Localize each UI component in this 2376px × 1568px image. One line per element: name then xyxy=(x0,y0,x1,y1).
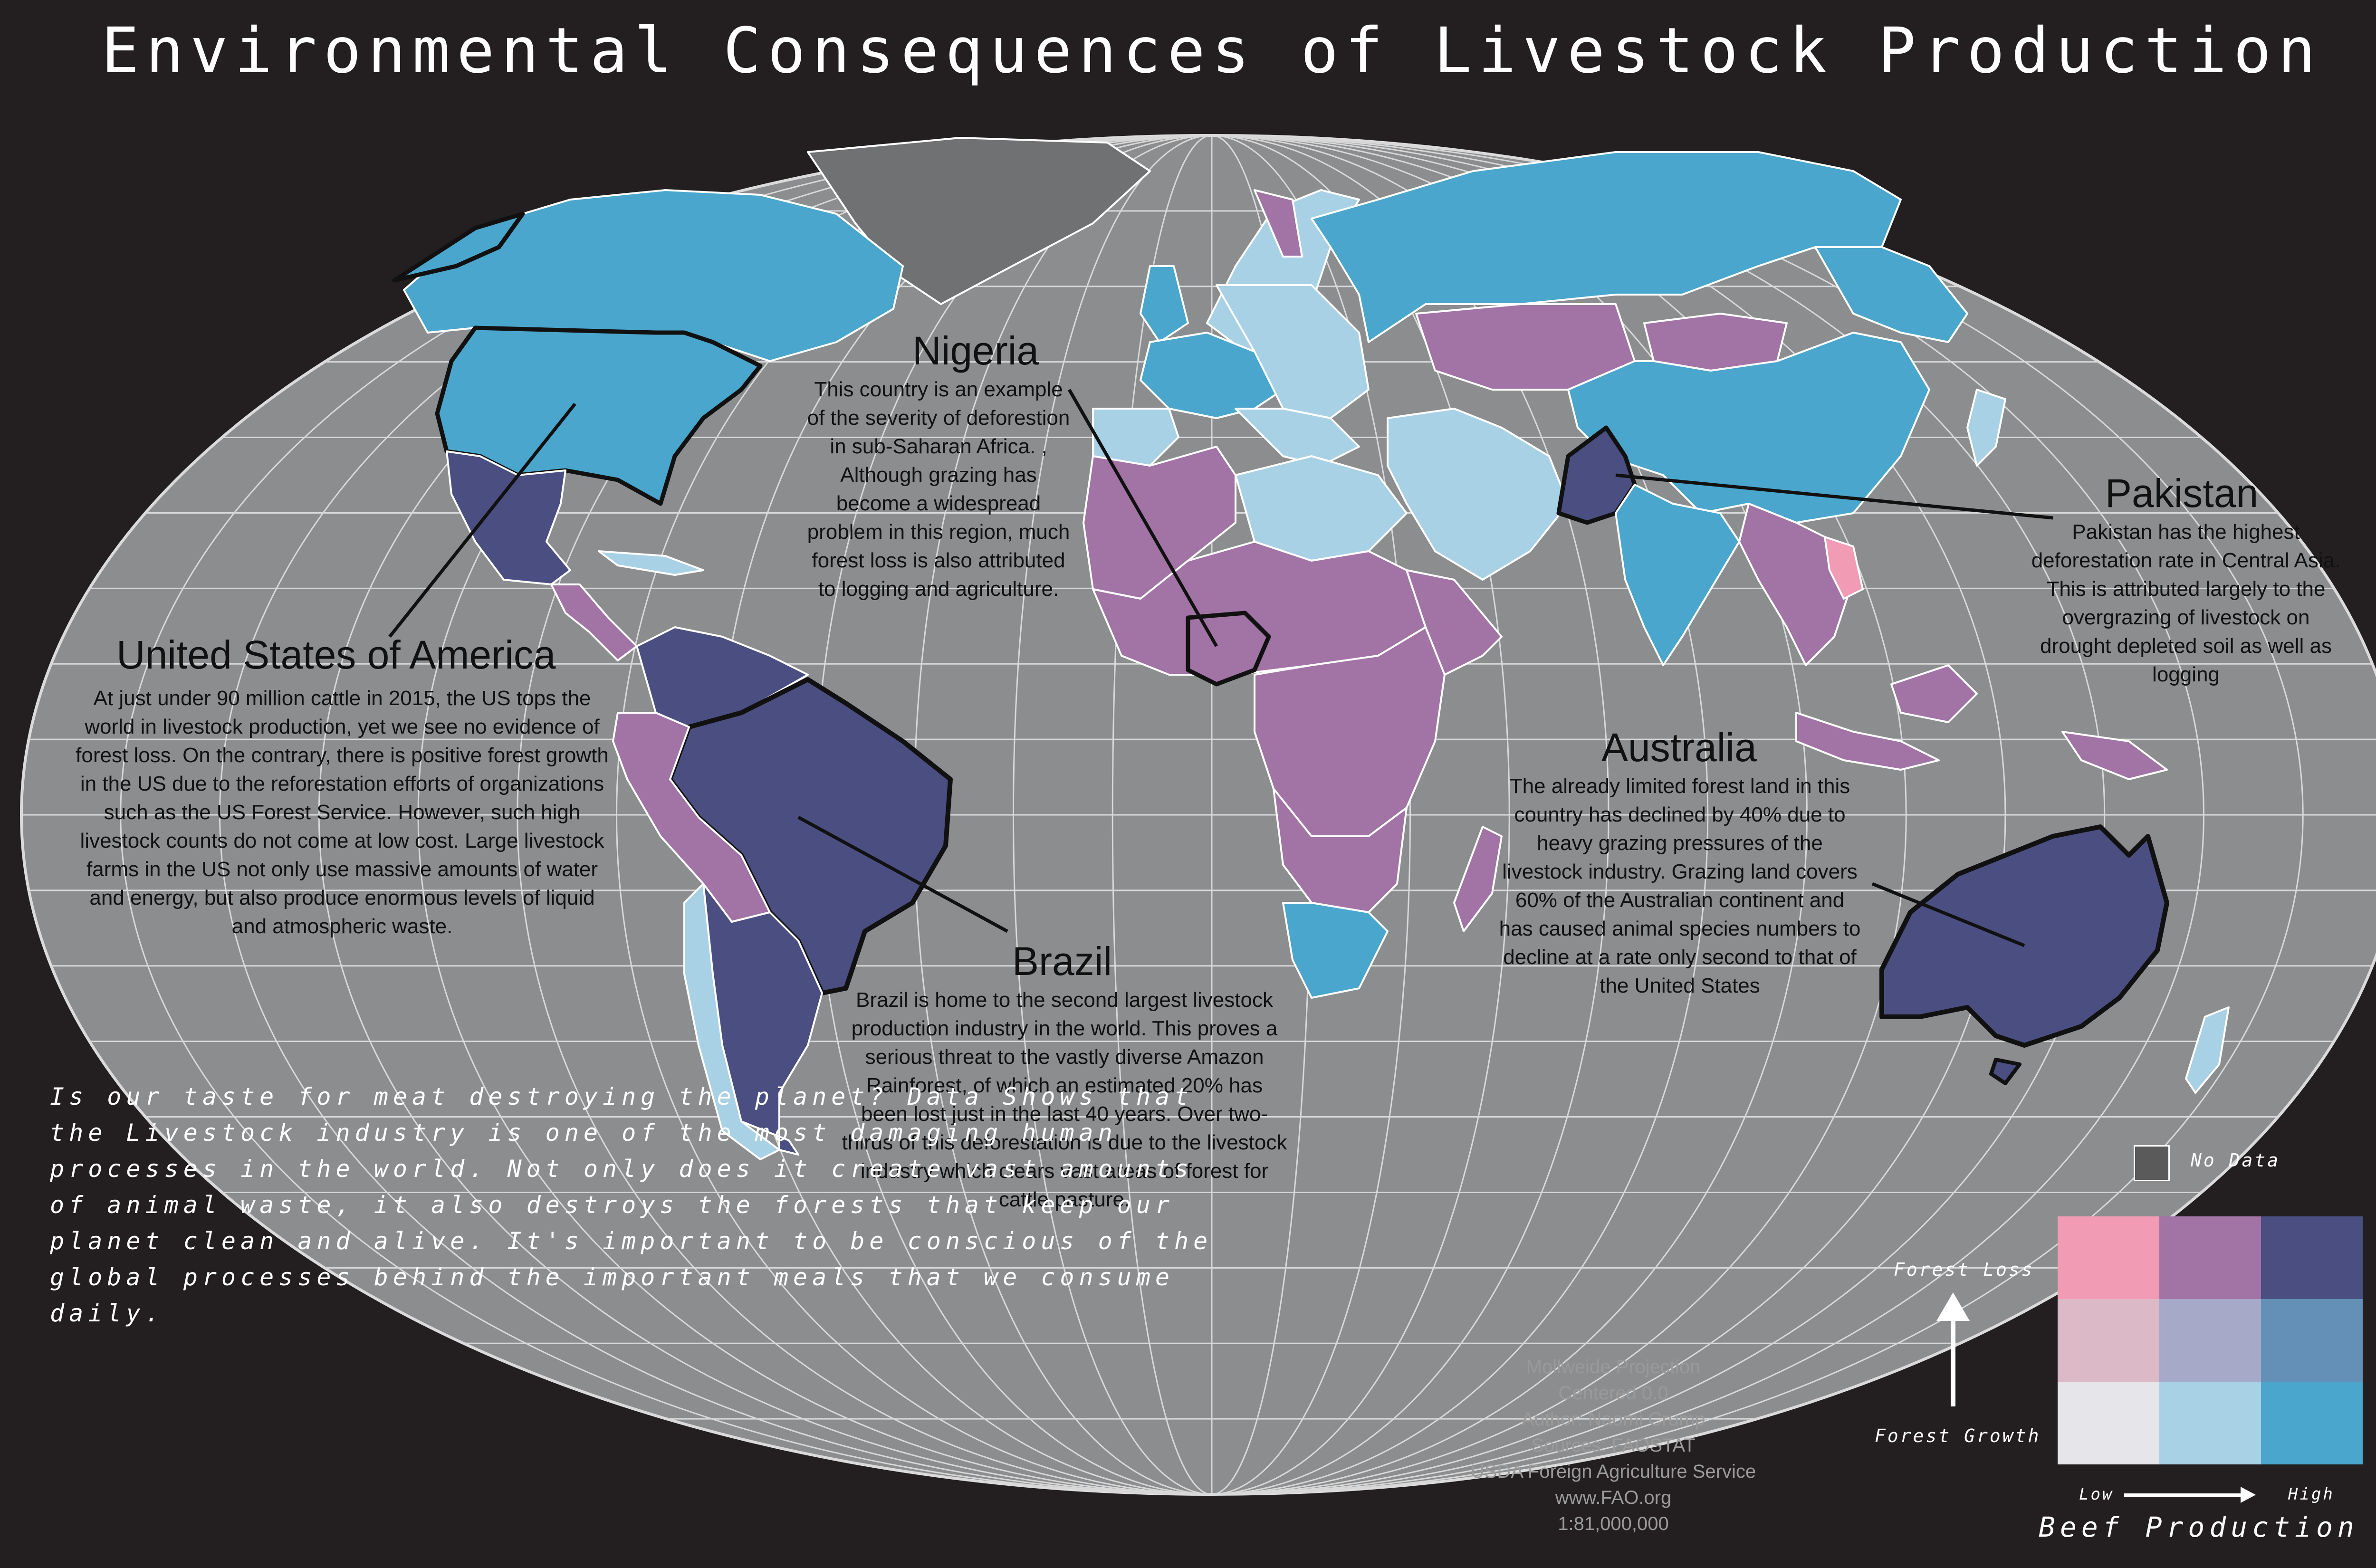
central-europe xyxy=(1216,284,1370,419)
credit-usda: USDA Foreign Agriculture Service xyxy=(1470,1461,1756,1482)
credit-website: www.FAO.org xyxy=(1555,1487,1672,1508)
map-credits: Mollweide Projection Centered 0.0 Author… xyxy=(1402,1354,1825,1537)
australia-callout-line xyxy=(1871,882,2025,947)
pakistan-body: Pakistan has the highest deforestation r… xyxy=(2031,520,2341,686)
alaska xyxy=(392,211,525,283)
credit-scale: 1:81,000,000 xyxy=(1558,1513,1669,1534)
legend-cell-loss-high xyxy=(2261,1216,2363,1299)
uk xyxy=(1140,265,1189,343)
callout-lines xyxy=(388,389,2053,947)
japan xyxy=(1966,389,2006,467)
laos xyxy=(1824,536,1864,600)
chile xyxy=(683,883,780,1160)
south-africa xyxy=(1282,902,1389,999)
nigeria-title: Nigeria xyxy=(912,328,1039,373)
high-label: High xyxy=(2288,1485,2335,1504)
borneo xyxy=(1890,664,1978,723)
legend-cell-growth-high xyxy=(2261,1382,2363,1464)
finland xyxy=(1254,189,1303,258)
low-label: Low xyxy=(2079,1485,2114,1504)
australia-body: The already limited forest land in this … xyxy=(1499,774,1861,997)
china xyxy=(1567,332,1930,524)
no-data-label: No Data xyxy=(2191,1150,2280,1171)
indonesia xyxy=(1795,712,1940,771)
new-guinea xyxy=(2061,731,2168,780)
page-title: Environmental Consequences of Livestock … xyxy=(101,14,2322,87)
india xyxy=(1615,484,1740,666)
brazil-body: Brazil is home to the second largest liv… xyxy=(842,988,1287,1211)
italy-balkans xyxy=(1235,408,1360,467)
pakistan-callout-line xyxy=(1615,473,2053,520)
southern-africa xyxy=(1273,788,1408,913)
legend-cell-growth-mid xyxy=(2159,1382,2261,1464)
legend-cell-loss-low xyxy=(2058,1216,2159,1299)
madagascar xyxy=(1453,826,1503,932)
russia-east xyxy=(1814,246,1968,343)
brazil-title: Brazil xyxy=(1012,939,1112,984)
credit-sources: Sources: FAOSTAT xyxy=(1531,1435,1696,1456)
arrow-up-icon xyxy=(1951,1302,1955,1406)
southeast-asia xyxy=(1738,503,1854,666)
legend-cell-mid-low xyxy=(2058,1299,2159,1382)
forest-loss-label: Forest Loss xyxy=(1894,1259,2034,1280)
land-masses xyxy=(392,137,2230,1160)
credit-projection: Mollweide Projection xyxy=(1526,1357,1701,1377)
credit-center: Centered 0.0 xyxy=(1558,1383,1668,1404)
nigeria-body: This country is an example of the severi… xyxy=(807,378,1070,601)
brazil-callout-line xyxy=(797,815,1008,933)
australia-title: Australia xyxy=(1601,725,1757,770)
iberia xyxy=(1092,408,1179,467)
legend-cell-growth-low xyxy=(2058,1382,2159,1464)
arrow-up-head-icon xyxy=(1936,1292,1970,1321)
forest-growth-label: Forest Growth xyxy=(1875,1425,2041,1446)
nigeria-callout-line xyxy=(1067,389,1218,647)
usa-body: At just under 90 million cattle in 2015,… xyxy=(76,687,609,938)
arrow-right-icon xyxy=(2124,1493,2243,1497)
russia xyxy=(1311,151,1902,343)
north-africa-west xyxy=(1083,446,1236,600)
central-africa xyxy=(1254,626,1446,837)
australia xyxy=(1879,824,2169,1048)
intro-question-text: Is our taste for meat destroying the pla… xyxy=(50,1083,1213,1327)
middle-east xyxy=(1387,408,1569,581)
beef-production-label: Beef Production xyxy=(2039,1511,2359,1543)
new-zealand xyxy=(2185,1006,2230,1094)
pakistan-title: Pakistan xyxy=(2105,471,2259,516)
caribbean xyxy=(598,550,704,576)
legend-cell-loss-mid xyxy=(2159,1216,2261,1299)
credit-author: Author: Naomi Crump xyxy=(1521,1409,1705,1430)
tasmania xyxy=(1989,1058,2022,1085)
usa-callout-line xyxy=(388,402,576,638)
usa-title: United States of America xyxy=(116,632,556,677)
legend-cell-mid-mid xyxy=(2159,1299,2261,1382)
legend-cell-mid-high xyxy=(2261,1299,2363,1382)
no-data-swatch xyxy=(2134,1145,2170,1181)
central-america xyxy=(550,583,638,661)
arrow-right-head-icon xyxy=(2241,1487,2256,1503)
usa xyxy=(435,325,763,506)
